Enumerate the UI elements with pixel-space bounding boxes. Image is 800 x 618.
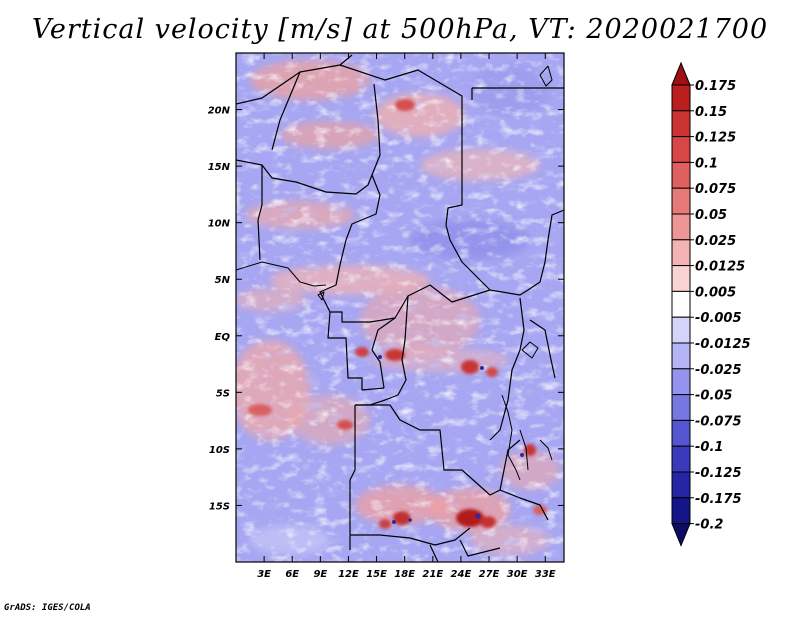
colorbar-segment <box>671 161 691 189</box>
colorbar-segment <box>671 110 691 138</box>
colorbar-label: -0.1 <box>695 440 723 455</box>
colorbar-segment <box>671 290 691 318</box>
colorbar-label: -0.005 <box>695 311 742 326</box>
y-tick-label: 5S <box>216 388 230 399</box>
colorbar-label: 0.075 <box>695 182 736 197</box>
x-tick-label: 15E <box>366 569 387 580</box>
x-tick-label: 18E <box>394 569 415 580</box>
x-tick-label: 24E <box>451 569 472 580</box>
colorbar-segment <box>671 368 691 396</box>
colorbar-max-triangle <box>671 61 691 86</box>
colorbar-label: -0.025 <box>695 363 742 378</box>
colorbar-min-triangle <box>671 523 691 547</box>
y-tick-label: 15S <box>209 501 230 512</box>
colorbar-segment <box>671 213 691 241</box>
colorbar-label: -0.05 <box>695 389 732 404</box>
colorbar-label: 0.025 <box>695 234 736 249</box>
x-tick-label: 9E <box>313 569 327 580</box>
x-tick-label: 3E <box>257 569 271 580</box>
colorbar-segment <box>671 419 691 447</box>
colorbar-segment <box>671 265 691 292</box>
chart-title: Vertical velocity [m/s] at 500hPa, VT: 2… <box>31 14 769 45</box>
colorbar-label: 0.05 <box>695 208 727 223</box>
colorbar-label: 0.15 <box>695 105 727 120</box>
colorbar-segment <box>671 342 691 370</box>
y-tick-label: 20N <box>208 106 231 117</box>
velocity-field <box>236 53 564 562</box>
colorbar: 0.175 0.15 0.125 0.1 0.075 0.05 0.025 0.0125 0.0… <box>671 61 751 547</box>
colorbar-segment <box>671 445 691 473</box>
x-tick-label: 33E <box>535 569 556 580</box>
colorbar-segment <box>671 471 691 499</box>
colorbar-label: -0.125 <box>695 466 742 481</box>
x-tick-label: 30E <box>507 569 528 580</box>
colorbar-label: 0.0125 <box>695 260 745 275</box>
y-tick-label: 5N <box>215 275 231 286</box>
x-tick-label: 21E <box>422 569 443 580</box>
colorbar-label: 0.175 <box>695 79 736 94</box>
colorbar-label: -0.2 <box>695 518 723 533</box>
colorbar-segment <box>671 316 691 344</box>
y-tick-label: 10S <box>209 445 230 456</box>
colorbar-label: -0.075 <box>695 414 742 429</box>
colorbar-label: 0.1 <box>695 156 718 171</box>
map-frame <box>235 52 565 563</box>
colorbar-segment <box>671 239 691 267</box>
colorbar-label: 0.125 <box>695 131 736 146</box>
grads-credit: GrADS: IGES/COLA <box>4 603 91 613</box>
colorbar-segment <box>671 84 691 112</box>
y-tick-label: EQ <box>215 332 231 343</box>
y-tick-label: 10N <box>208 219 231 230</box>
colorbar-segment <box>671 394 691 421</box>
vertical-velocity-map: 3E 6E 9E 12E 15E 18E 21E 24E 27E 30E 33E 20N 15N 10N 5… <box>208 52 751 580</box>
x-tick-label: 6E <box>285 569 299 580</box>
x-tick-label: 27E <box>479 569 500 580</box>
colorbar-segment <box>671 136 691 163</box>
colorbar-segment <box>671 187 691 215</box>
colorbar-segment <box>671 497 691 525</box>
y-tick-label: 15N <box>208 162 231 173</box>
x-tick-label: 12E <box>338 569 359 580</box>
colorbar-label: -0.175 <box>695 492 742 507</box>
colorbar-label: 0.005 <box>695 285 736 300</box>
colorbar-label: -0.0125 <box>695 337 751 352</box>
